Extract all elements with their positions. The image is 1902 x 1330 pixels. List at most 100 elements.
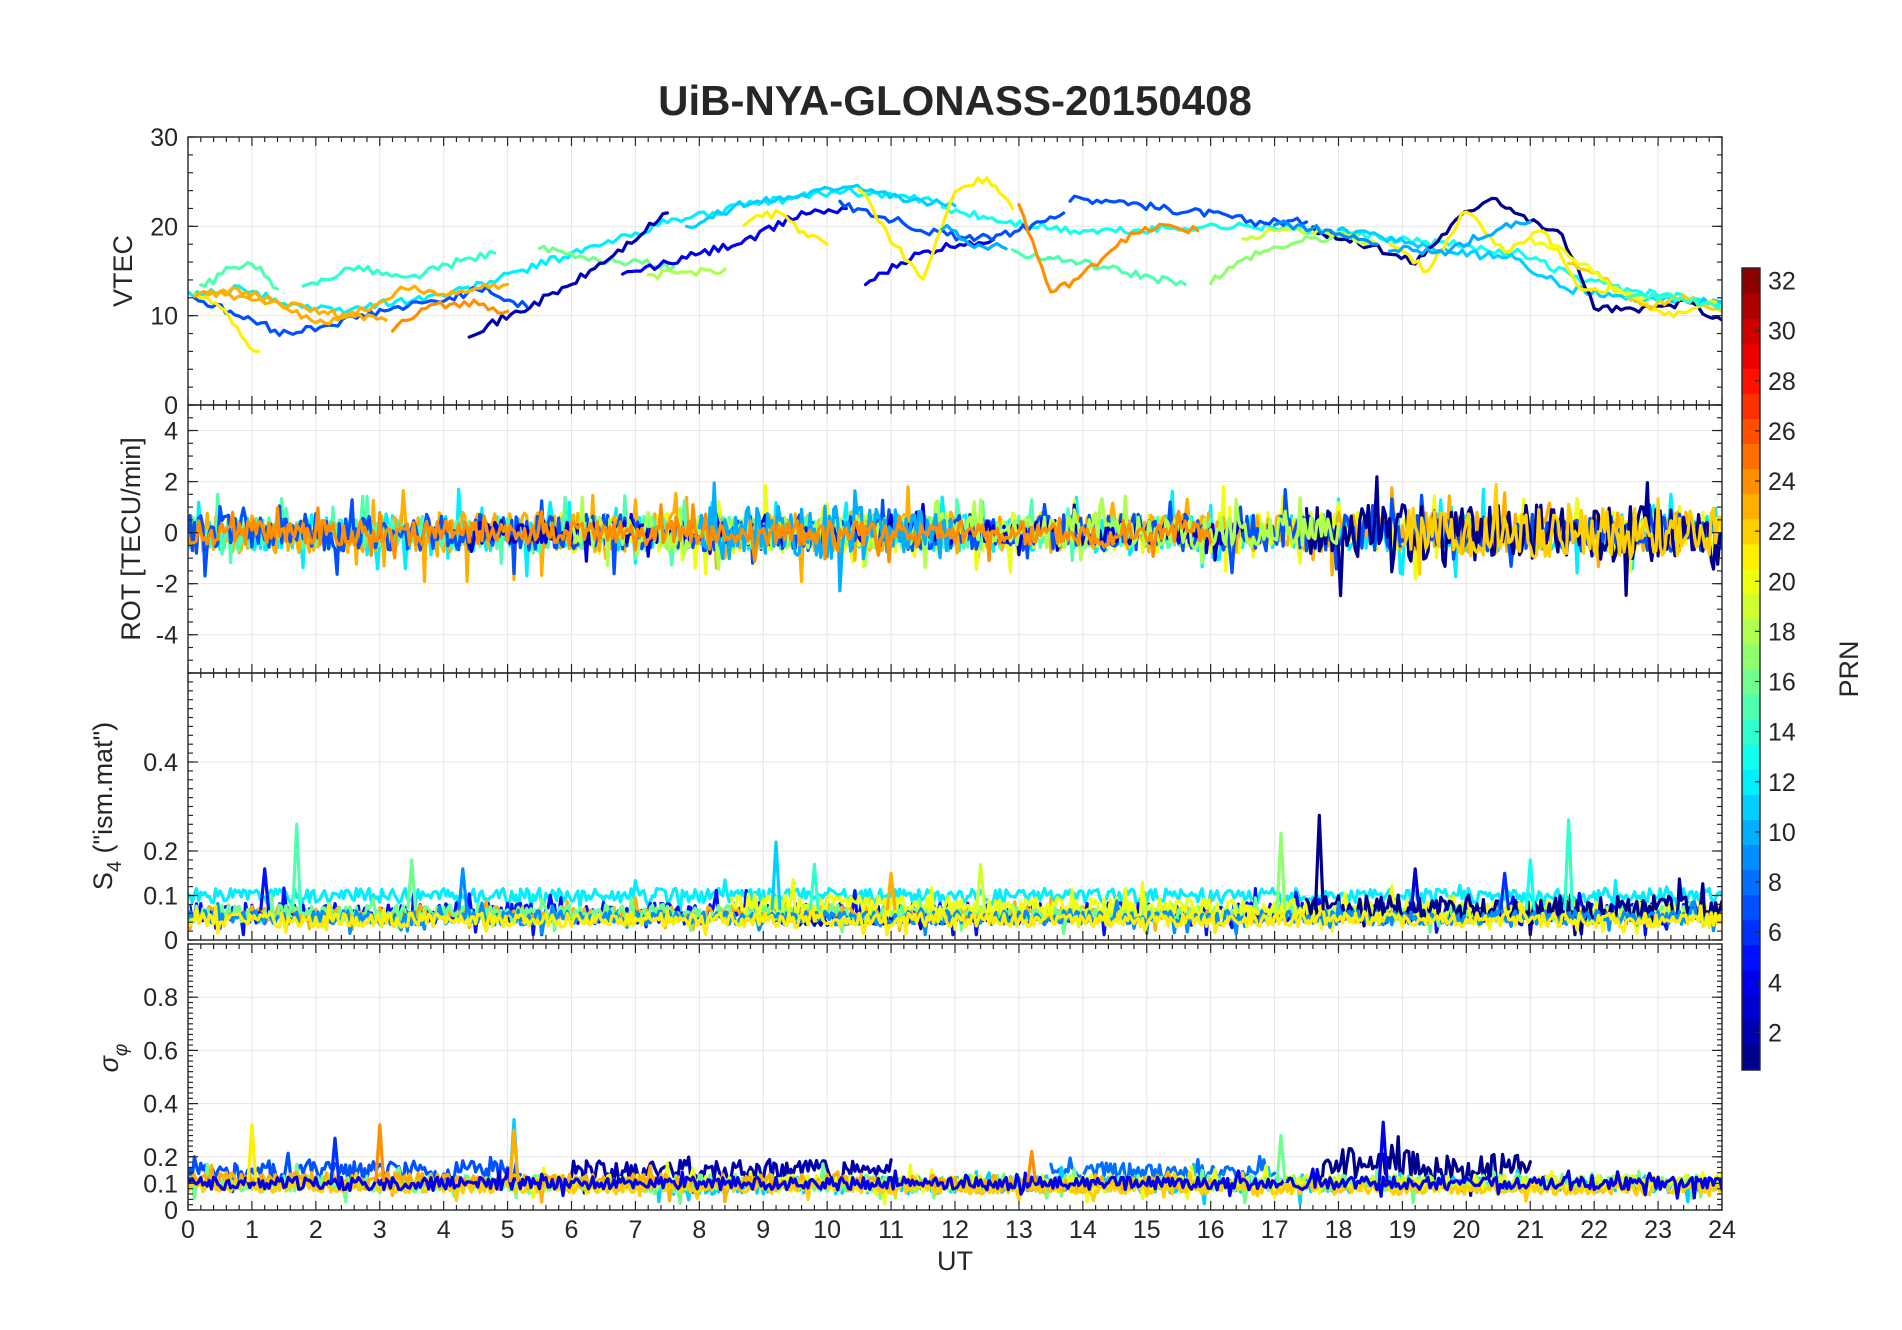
y-tick-label: 0.1 bbox=[143, 883, 178, 911]
prn-7-trace bbox=[1068, 194, 1309, 228]
prn-16-trace bbox=[188, 893, 1722, 935]
prn-14-spike bbox=[1563, 818, 1574, 911]
colorbar-swatch bbox=[1742, 969, 1760, 996]
x-tick-label: 18 bbox=[1325, 1216, 1353, 1244]
x-tick-label: 3 bbox=[373, 1216, 387, 1244]
colorbar-tick-label: 22 bbox=[1768, 518, 1796, 546]
colorbar-label: PRN bbox=[1834, 640, 1864, 697]
colorbar-tick-label: 20 bbox=[1768, 568, 1796, 596]
axes-frame bbox=[187, 943, 1723, 1211]
colorbar-swatch bbox=[1742, 869, 1760, 896]
x-tick-label: 0 bbox=[181, 1216, 195, 1244]
sigma-panel: 00.10.2 0.4 0.6 0.8 σφ bbox=[94, 943, 1723, 1225]
colorbar-swatch bbox=[1742, 368, 1760, 394]
x-tick-label: 23 bbox=[1644, 1216, 1672, 1244]
y-tick-label: 0 bbox=[164, 392, 178, 420]
x-tick-label: 17 bbox=[1261, 1216, 1289, 1244]
colorbar-swatch bbox=[1742, 443, 1760, 470]
prn-15-spike bbox=[291, 822, 303, 911]
prn-16-spike bbox=[406, 858, 418, 911]
y-tick-label: 0 bbox=[164, 927, 178, 955]
s4-panel: 0 0.1 0.2 0.4 S4 ("ism.mat") bbox=[88, 672, 1723, 955]
prn-3-spike bbox=[1409, 867, 1421, 911]
x-tick-label: 16 bbox=[1197, 1216, 1225, 1244]
s4-traces bbox=[188, 813, 1722, 937]
y-tick-label: 0.4 bbox=[143, 749, 178, 777]
colorbar-swatch bbox=[1742, 393, 1760, 419]
prn-15-trace bbox=[199, 261, 280, 291]
vtec-panel: 0 10 20 30 VTEC bbox=[108, 124, 1723, 420]
s4-ylabel-rest: ("ism.mat") bbox=[88, 722, 118, 861]
colorbar-tick-label: 30 bbox=[1768, 318, 1796, 346]
colorbar-tick-label: 10 bbox=[1768, 819, 1796, 847]
prn-21-trace bbox=[188, 902, 1722, 937]
colorbar-swatch bbox=[1742, 1044, 1760, 1071]
s4-ylabel-sub: 4 bbox=[104, 861, 126, 872]
sigma-ylabel-main: σ bbox=[94, 1054, 124, 1072]
s4-ylabel-main: S bbox=[88, 872, 118, 890]
x-tick-label: 13 bbox=[1005, 1216, 1033, 1244]
axes-frame bbox=[187, 672, 1723, 941]
prn-1-trace bbox=[1317, 1135, 1532, 1197]
prn-24-spike bbox=[374, 1123, 386, 1183]
prn-17-trace bbox=[1209, 231, 1360, 286]
x-tick-label: 1 bbox=[245, 1216, 259, 1244]
colorbar-swatch bbox=[1742, 944, 1760, 971]
y-tick-label: 4 bbox=[164, 418, 178, 446]
vtec-ylabel: VTEC bbox=[108, 235, 138, 307]
prn-24-trace bbox=[188, 503, 1213, 564]
y-tick-label: 30 bbox=[150, 124, 178, 152]
colorbar-swatch bbox=[1742, 744, 1760, 770]
y-tick-label: 0.4 bbox=[143, 1091, 178, 1119]
prn-19-spike bbox=[975, 862, 986, 911]
s4-axes: 0 0.1 0.2 0.4 bbox=[143, 672, 1723, 955]
prn-6-spike bbox=[329, 1136, 341, 1183]
colorbar-frame bbox=[1741, 267, 1761, 1071]
colorbar-swatch bbox=[1742, 493, 1760, 520]
colorbar-swatch bbox=[1742, 1019, 1760, 1046]
prn-21-trace bbox=[1388, 210, 1718, 319]
x-tick-label: 22 bbox=[1580, 1216, 1608, 1244]
prn-5-spike bbox=[259, 867, 271, 911]
x-tick-label: 11 bbox=[878, 1216, 904, 1244]
prn-4-trace bbox=[621, 206, 848, 276]
colorbar-swatches bbox=[1742, 268, 1760, 1071]
x-tick-label: 9 bbox=[756, 1216, 770, 1244]
x-tick-label: 12 bbox=[941, 1216, 969, 1244]
prn-21-trace bbox=[192, 292, 260, 353]
colorbar-swatch bbox=[1742, 794, 1760, 820]
prn-12-trace bbox=[188, 186, 944, 315]
x-tick-label: 20 bbox=[1452, 1216, 1480, 1244]
sigma-ylabel-sub: φ bbox=[111, 1044, 132, 1056]
prn-23-trace bbox=[192, 282, 510, 326]
prn-11-spike bbox=[770, 840, 782, 911]
x-tick-label: 14 bbox=[1069, 1216, 1097, 1244]
y-tick-label: 2 bbox=[164, 469, 178, 497]
colorbar-swatch bbox=[1742, 669, 1760, 695]
y-tick-label: -2 bbox=[156, 571, 178, 599]
colorbar-tick-label: 8 bbox=[1768, 869, 1782, 897]
x-tick-label: 6 bbox=[565, 1216, 579, 1244]
prn-24-spike bbox=[1026, 1149, 1038, 1183]
prn-23-spike bbox=[508, 1128, 520, 1183]
y-tick-label: 10 bbox=[150, 303, 178, 331]
colorbar-swatch bbox=[1742, 819, 1760, 846]
y-tick-label: 0.2 bbox=[143, 1144, 178, 1172]
colorbar-swatch bbox=[1742, 618, 1760, 645]
colorbar-tick-label: 18 bbox=[1768, 618, 1796, 646]
colorbar-tick-label: 32 bbox=[1768, 268, 1796, 296]
colorbar-swatch bbox=[1742, 268, 1760, 294]
y-tick-label: 0.2 bbox=[143, 838, 178, 866]
prn-2-trace bbox=[467, 211, 669, 339]
x-axis-label: UT bbox=[937, 1246, 973, 1276]
prn-1-spike bbox=[1313, 813, 1325, 911]
colorbar-swatch bbox=[1742, 318, 1760, 344]
vtec-grid bbox=[187, 136, 1723, 406]
x-tick-label: 5 bbox=[501, 1216, 515, 1244]
prn-1-trace bbox=[1304, 877, 1722, 937]
rot-panel: -4 -2 0 2 4 ROT [TECU/min] bbox=[116, 404, 1723, 674]
y-tick-label: 0.8 bbox=[143, 984, 178, 1012]
y-tick-label: 0 bbox=[164, 520, 178, 548]
